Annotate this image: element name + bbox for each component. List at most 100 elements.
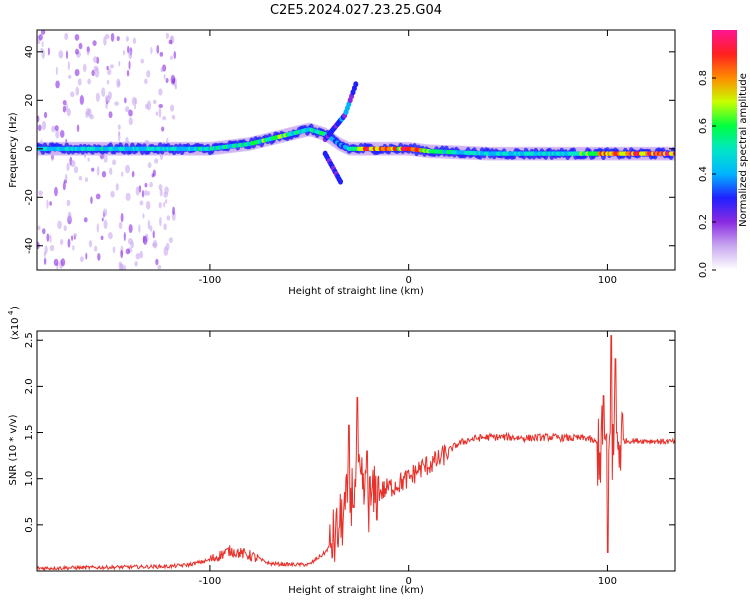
spectral-cell [116, 35, 120, 42]
spectral-cell [74, 34, 80, 41]
spectral-cell [73, 166, 79, 174]
spectral-cell [171, 78, 176, 84]
spectral-cell [170, 104, 175, 112]
colorbar-tick-label: 0.6 [698, 118, 709, 134]
snr-scale-base: (x10 [10, 317, 21, 340]
spectral-cell [159, 216, 162, 227]
spectral-cell [76, 124, 80, 133]
spectral-cell [60, 258, 66, 267]
spectral-cell [60, 238, 64, 246]
spectral-cell [108, 111, 113, 119]
spectral-cell [150, 47, 153, 55]
spectral-cell [87, 78, 91, 85]
snr-frame [36, 330, 676, 572]
spectral-cell [124, 97, 127, 104]
spectral-cell [146, 190, 151, 196]
spectral-cell [70, 91, 75, 98]
spectral-cell [101, 171, 107, 178]
spectral-cell [55, 66, 58, 76]
spectral-cell [41, 41, 44, 48]
spectral-cell [141, 190, 145, 198]
spectral-cell [131, 96, 137, 106]
colorbar: 0.0 0.2 0.4 0.6 0.8 Normalized spectral ampl… [698, 30, 749, 278]
colorbar-tick-label: 0.8 [698, 70, 709, 86]
spectral-cell [125, 36, 129, 42]
spectral-cell [94, 245, 98, 252]
spectral-cell [41, 120, 47, 131]
spectral-cell [92, 40, 97, 46]
spectral-cell [74, 69, 80, 77]
y-tick-label: 0.5 [24, 517, 35, 533]
spectral-cell [37, 124, 42, 132]
colorbar-tick-label: 0.2 [698, 214, 709, 230]
spectrogram-panel: -100 0 100 -40 -20 0 20 40 Height of straight l… [8, 29, 676, 297]
spectral-cell [91, 69, 95, 77]
spectral-cell [130, 240, 134, 249]
y-tick-label: 0 [24, 146, 35, 152]
spectral-cell [147, 162, 152, 169]
spectral-cell [142, 213, 145, 219]
spectral-cell [40, 30, 46, 35]
spectral-cell [75, 86, 80, 96]
spectral-cell [158, 103, 164, 109]
spectral-cell [43, 111, 48, 119]
spectral-cell [123, 231, 126, 242]
x-tick-label: 0 [405, 275, 411, 286]
spectral-cell [109, 64, 114, 69]
spectral-cell [128, 49, 133, 60]
spectral-cell [144, 182, 148, 188]
spectral-cell [101, 87, 106, 97]
spectral-cell [65, 50, 69, 60]
spectral-cell [108, 232, 113, 240]
spectral-cell [67, 238, 71, 248]
spectral-cell [103, 154, 108, 163]
spectral-cell [156, 44, 160, 54]
spectral-cell [160, 67, 164, 73]
spectral-cell [155, 258, 159, 266]
colorbar-label: Normalized spectral amplitude [738, 73, 749, 227]
spectral-cell [101, 217, 104, 222]
spectral-cell [151, 173, 155, 178]
spectral-cell [125, 248, 131, 255]
y-tick-label: 2.5 [24, 332, 35, 348]
spectrogram-ylabel: Frequency (Hz) [8, 112, 19, 188]
spectral-cell [63, 225, 67, 232]
spectral-cell [59, 130, 65, 138]
spectral-cell [93, 65, 99, 72]
spectral-cell [163, 223, 167, 231]
spectral-cell [159, 51, 164, 57]
spectral-cell [158, 107, 162, 118]
spectral-cell [114, 101, 120, 106]
spectral-cell [117, 124, 121, 130]
spectral-cell [51, 125, 56, 133]
spectral-cell [118, 263, 124, 270]
spectral-cell [152, 230, 155, 239]
spectral-cell [46, 233, 50, 242]
spectral-cell [173, 51, 177, 60]
colorbar-ticks: 0.0 0.2 0.4 0.6 0.8 [698, 70, 716, 278]
spectral-cell [144, 103, 149, 110]
spectral-cell [125, 164, 131, 174]
spectral-cell [159, 188, 163, 197]
figure-title: C2E5.2024.027.23.25.G04 [270, 3, 442, 18]
spectral-cell [107, 68, 112, 76]
spectral-cell [115, 183, 119, 191]
x-tick-label: -100 [199, 275, 222, 286]
spectral-cell [43, 250, 47, 258]
spectral-cell [132, 37, 137, 45]
spectral-cell [126, 69, 130, 77]
spectral-cell [118, 132, 121, 142]
spectral-cell [125, 192, 131, 201]
spectral-cell [55, 80, 60, 89]
spectrogram-marks [37, 30, 675, 270]
y-tick-label: 40 [24, 45, 35, 58]
spectral-cell [83, 217, 88, 223]
spectral-cell [145, 201, 151, 210]
spectrogram-xlabel: Height of straight line (km) [288, 286, 424, 297]
spectral-cell [38, 34, 43, 41]
spectral-cell [353, 81, 359, 88]
spectral-cell [161, 126, 165, 132]
spectral-cell [62, 105, 66, 113]
spectral-cell [164, 199, 168, 204]
